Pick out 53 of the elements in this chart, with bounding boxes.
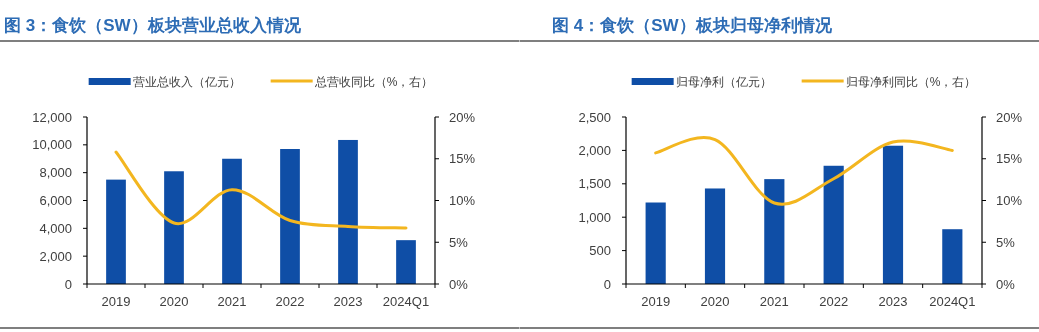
bar: [645, 202, 666, 284]
y2-tick-label: 5%: [995, 234, 1015, 250]
bar: [222, 158, 242, 284]
y2-tick-label: 5%: [449, 234, 469, 250]
bar: [338, 139, 358, 284]
x-tick-label: 2022: [818, 294, 848, 309]
title: 图 4：食饮（SW）板块归母净利情况: [551, 16, 832, 35]
y-tick-label: 0: [603, 276, 611, 292]
y2-tick-label: 20%: [995, 109, 1022, 125]
x-tick-label: 2019: [640, 294, 670, 309]
bar: [280, 149, 300, 284]
x-tick-label: 2024Q1: [382, 294, 430, 309]
bar: [396, 240, 416, 284]
y-tick-label: 4,000: [39, 220, 72, 236]
bar: [704, 188, 725, 284]
y2-tick-label: 0%: [995, 276, 1015, 292]
y-tick-label: 2,000: [577, 142, 611, 158]
bar: [763, 179, 784, 284]
x-tick-label: 2024Q1: [928, 294, 975, 309]
x-tick-label: 2022: [275, 294, 305, 309]
y-tick-label: 0: [64, 276, 72, 292]
y2-tick-label: 0%: [449, 276, 469, 292]
x-tick-label: 2020: [700, 294, 729, 309]
y-tick-label: 10,000: [32, 137, 72, 153]
x-tick-label: 2021: [217, 294, 247, 309]
bar: [941, 229, 962, 284]
legend-label: 总营收同比（%，右）: [313, 74, 434, 89]
y2-tick-label: 15%: [995, 151, 1022, 167]
legend-label: 归母净利（亿元）: [675, 74, 772, 89]
y-tick-label: 2,000: [39, 248, 72, 264]
y-tick-label: 12,000: [32, 109, 72, 125]
legend-label: 营业总收入（亿元）: [132, 74, 241, 89]
title: 图 3：食饮（SW）板块营业总收入情况: [4, 16, 301, 35]
y2-tick-label: 15%: [449, 151, 476, 167]
x-tick-label: 2023: [878, 294, 907, 309]
legend-label: 归母净利同比（%，右）: [845, 74, 976, 89]
y-tick-label: 1,500: [577, 176, 611, 192]
y-tick-label: 8,000: [39, 165, 72, 181]
bar: [106, 179, 126, 284]
y-tick-label: 500: [588, 243, 611, 259]
y2-tick-label: 20%: [449, 109, 476, 125]
x-tick-label: 2023: [333, 294, 363, 309]
bar: [164, 171, 184, 284]
x-tick-label: 2021: [759, 294, 789, 309]
bar: [823, 165, 844, 284]
y-tick-label: 2,500: [577, 109, 611, 125]
y2-tick-label: 10%: [995, 193, 1022, 208]
y-tick-label: 1,000: [577, 209, 611, 225]
y-tick-label: 6,000: [39, 193, 72, 208]
bar: [882, 145, 903, 284]
y2-tick-label: 10%: [449, 193, 476, 208]
x-tick-label: 2020: [159, 294, 189, 309]
x-tick-label: 2019: [101, 294, 131, 309]
